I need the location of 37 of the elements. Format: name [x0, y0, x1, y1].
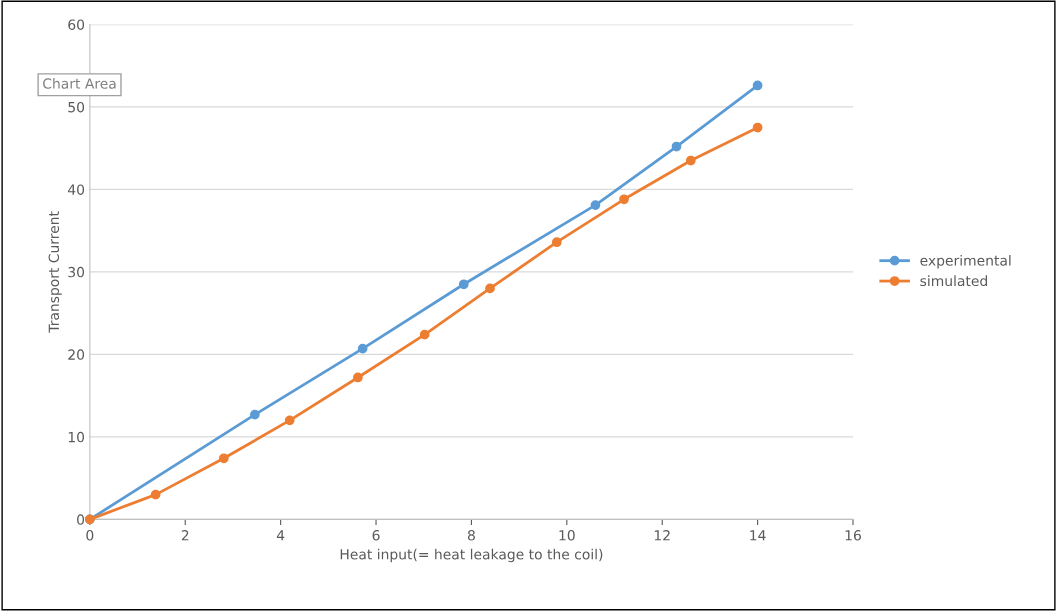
- point: [685, 155, 696, 166]
- legend-label: experimental: [920, 254, 1011, 269]
- point: [752, 122, 763, 133]
- y-axis-title: Transport Current: [48, 211, 62, 333]
- point: [250, 409, 260, 420]
- y-tick-label: 30: [68, 266, 85, 278]
- point: [551, 237, 562, 248]
- y-tick-label: 50: [68, 101, 85, 113]
- x-tick-label: 2: [181, 530, 189, 541]
- y-tick-label: 40: [67, 184, 85, 195]
- x-tick-label: 16: [845, 530, 861, 541]
- point: [458, 279, 469, 290]
- point: [150, 489, 161, 500]
- point: [590, 200, 601, 210]
- point: [284, 415, 295, 426]
- point: [619, 194, 629, 205]
- point: [485, 283, 495, 294]
- point: [752, 80, 763, 91]
- y-tick-label: 20: [68, 349, 85, 360]
- x-tick-label: 12: [654, 530, 670, 541]
- x-tick-label: 14: [750, 530, 766, 541]
- point: [671, 141, 682, 152]
- x-tick-label: 6: [372, 530, 380, 541]
- point: [419, 329, 430, 340]
- legend-label: simulated: [920, 275, 987, 287]
- y-tick-label: 0: [77, 514, 85, 525]
- point: [219, 453, 229, 464]
- x-tick-label: 4: [276, 530, 285, 541]
- x-tick-label: 8: [467, 530, 475, 541]
- x-tick-label: 10: [559, 530, 575, 541]
- y-tick-label: 10: [68, 431, 85, 443]
- point: [357, 343, 368, 354]
- y-tick-label: 60: [68, 19, 85, 30]
- x-tick-label: 0: [86, 530, 94, 541]
- annotation: Chart Area: [43, 78, 116, 89]
- x-axis-title: Heat input(= heat leakage to the coil): [340, 548, 603, 563]
- point: [353, 372, 363, 383]
